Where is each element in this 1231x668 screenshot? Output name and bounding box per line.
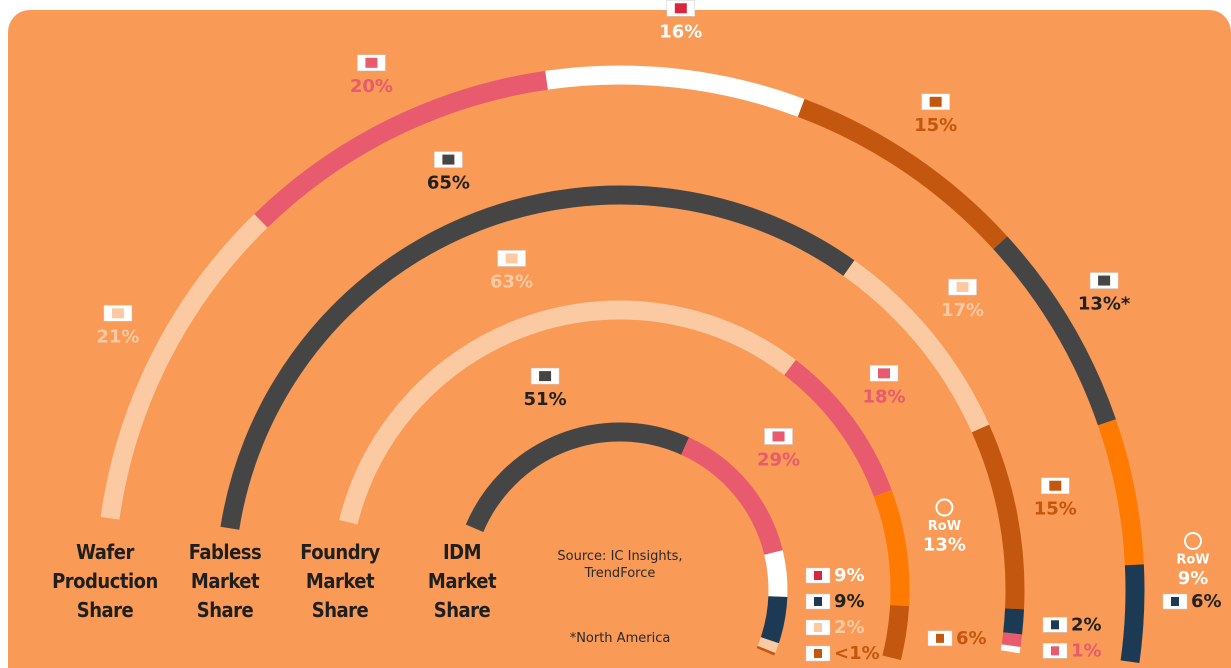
flag-icon bbox=[936, 633, 944, 643]
value-label: 13%* bbox=[1078, 294, 1131, 315]
ring-segment bbox=[756, 645, 776, 656]
ring-segment bbox=[1097, 419, 1144, 566]
value-label: 63% bbox=[490, 271, 533, 292]
ring-title: Wafer Production Share bbox=[52, 540, 158, 622]
value-label: 29% bbox=[757, 449, 800, 470]
panel bbox=[8, 10, 1231, 668]
value-label: 51% bbox=[524, 389, 567, 410]
flag-icon bbox=[814, 571, 822, 580]
flag-icon bbox=[814, 649, 822, 658]
value-label: 1% bbox=[1071, 640, 1102, 661]
ring-segment bbox=[971, 424, 1025, 610]
flag-icon bbox=[1171, 597, 1179, 606]
ring-segment bbox=[1000, 644, 1021, 654]
value-label: 9% bbox=[1178, 568, 1209, 589]
value-label: 17% bbox=[941, 300, 984, 321]
ring-segment bbox=[339, 300, 796, 525]
value-label: 15% bbox=[914, 115, 957, 136]
ring-segment bbox=[100, 213, 268, 520]
ring-segment bbox=[757, 637, 779, 654]
flag-icon bbox=[814, 623, 822, 632]
value-label: 65% bbox=[427, 173, 470, 194]
footnote: *North America bbox=[569, 631, 671, 646]
value-label: 9% bbox=[834, 591, 865, 612]
value-label: 9% bbox=[834, 565, 865, 586]
flag-icon bbox=[539, 371, 552, 382]
flag-icon bbox=[1051, 646, 1059, 656]
value-label: 13% bbox=[923, 535, 966, 556]
value-label: 18% bbox=[862, 386, 905, 407]
ring-segment bbox=[882, 604, 910, 661]
value-label: 6% bbox=[1191, 591, 1222, 612]
ring-segment bbox=[465, 422, 690, 533]
flag-icon bbox=[1051, 620, 1059, 630]
ring-title: Foundry Market Share bbox=[300, 540, 380, 622]
value-label: 20% bbox=[350, 76, 393, 97]
globe-icon bbox=[1184, 532, 1202, 550]
ring-segment bbox=[1003, 608, 1025, 635]
flag-icon bbox=[442, 154, 455, 165]
flag-icon bbox=[956, 282, 969, 293]
ring-segment bbox=[681, 437, 783, 555]
value-label: 2% bbox=[834, 617, 865, 638]
ring-segment bbox=[764, 550, 788, 598]
flag-icon bbox=[1049, 480, 1062, 491]
flag-icon bbox=[878, 368, 891, 379]
ring-segment bbox=[220, 185, 855, 530]
flag-icon bbox=[1098, 275, 1111, 286]
value-label: 6% bbox=[956, 628, 987, 649]
ring-segment bbox=[873, 490, 910, 607]
source: Source: IC Insights, TrendForce bbox=[557, 549, 683, 581]
value-label: <1% bbox=[834, 643, 880, 664]
ring-title: IDM Market Share bbox=[427, 540, 497, 622]
flag-icon bbox=[814, 597, 822, 606]
category-label: RoW bbox=[1176, 553, 1209, 568]
flag-icon bbox=[111, 308, 124, 319]
value-label: 15% bbox=[1034, 499, 1077, 520]
flag-icon bbox=[505, 253, 518, 264]
flag-icon bbox=[365, 57, 378, 68]
ring-segment bbox=[993, 236, 1116, 426]
ring-segment bbox=[843, 260, 990, 433]
flag-icon bbox=[772, 431, 785, 442]
flag-icon bbox=[674, 3, 687, 14]
value-label: 16% bbox=[659, 21, 702, 42]
ring-segment bbox=[784, 360, 892, 497]
value-label: <1% bbox=[1071, 666, 1117, 668]
ring-title: Fabless Market Share bbox=[188, 540, 262, 622]
globe-icon bbox=[935, 498, 954, 517]
value-label: 21% bbox=[96, 326, 139, 347]
value-label: 2% bbox=[1071, 614, 1102, 635]
ring-segment bbox=[797, 99, 1008, 250]
ring-segment bbox=[1001, 632, 1023, 648]
ring-segment bbox=[545, 65, 805, 117]
ring-segment bbox=[1120, 564, 1145, 663]
category-label: RoW bbox=[928, 519, 961, 534]
ring-segment bbox=[760, 596, 788, 644]
flag-icon bbox=[929, 96, 942, 107]
ring-segment bbox=[254, 70, 548, 228]
